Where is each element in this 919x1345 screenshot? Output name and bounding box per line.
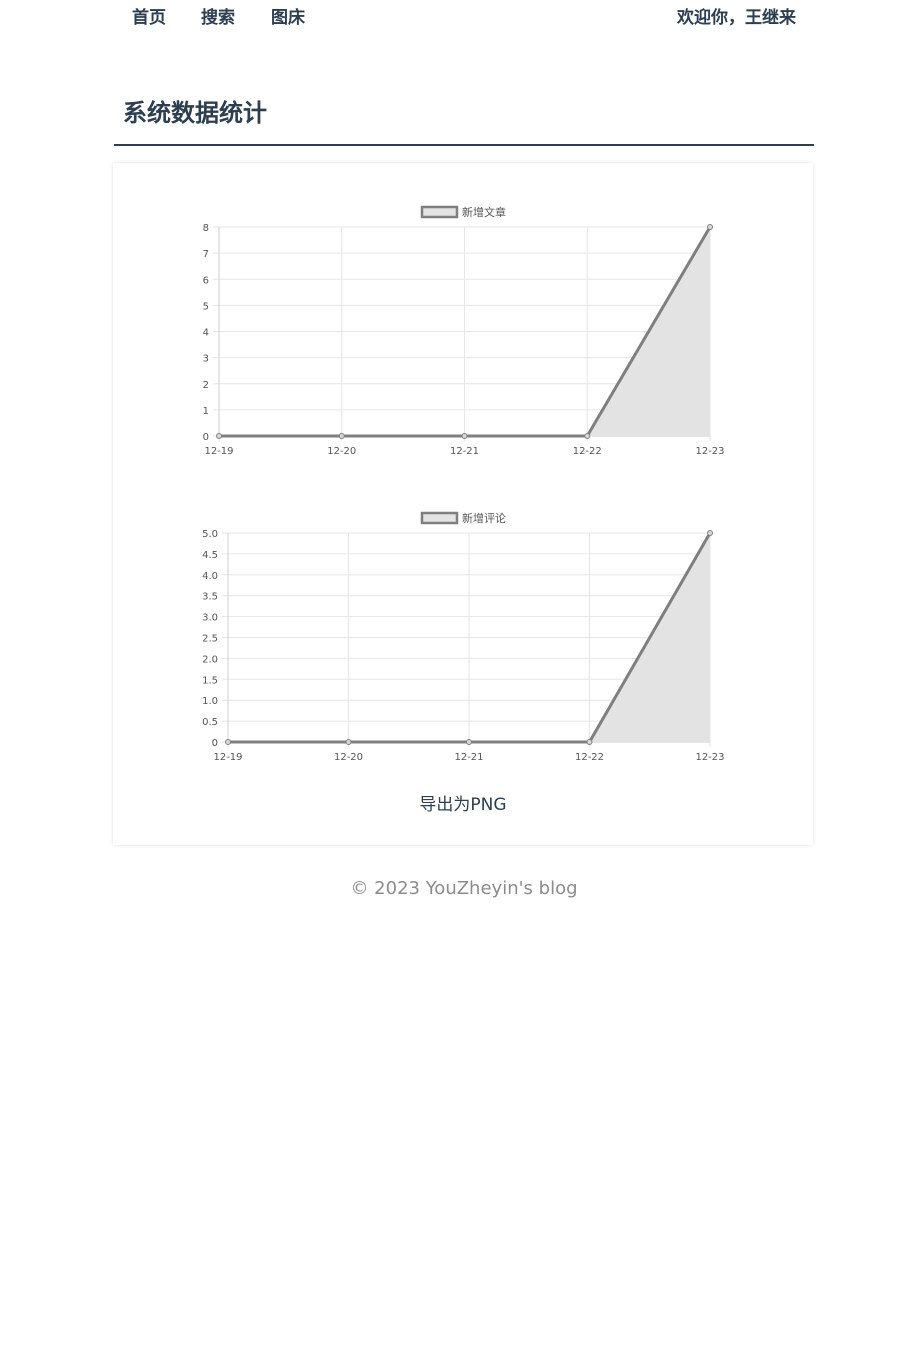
data-point <box>338 433 345 439</box>
data-point <box>345 739 352 745</box>
y-tick-label: 3 <box>203 354 209 365</box>
data-point <box>216 433 222 439</box>
x-tick-label: 12-19 <box>213 752 242 763</box>
y-tick-label: 2 <box>203 380 209 391</box>
y-tick-label: 6 <box>203 275 209 286</box>
y-tick-label: 0 <box>203 432 209 443</box>
legend-swatch <box>420 205 459 219</box>
page-title: 系统数据统计 <box>123 99 267 127</box>
x-tick-label: 12-19 <box>204 446 233 457</box>
y-tick-label: 5 <box>203 301 209 312</box>
legend-label: 新增评论 <box>462 511 506 525</box>
data-point <box>586 739 593 745</box>
x-tick-label: 12-20 <box>327 446 356 457</box>
x-tick-label: 12-22 <box>573 446 602 457</box>
x-tick-label: 12-21 <box>450 446 479 457</box>
y-tick-label: 0 <box>212 738 218 749</box>
data-point <box>707 224 713 230</box>
x-tick-label: 12-23 <box>695 752 724 763</box>
articles-chart: 新增文章 0 1 2 3 4 5 6 7 8 12-19 12-20 12-21 12-22 12-23 <box>203 205 725 457</box>
y-tick-label: 1.0 <box>202 696 218 707</box>
y-tick-label: 2.5 <box>202 634 218 645</box>
y-tick-label: 4.0 <box>202 571 218 582</box>
welcome-user[interactable]: 欢迎你，王继来 <box>677 8 796 28</box>
data-point <box>707 530 713 536</box>
series-area <box>228 533 710 742</box>
x-tick-label: 12-21 <box>454 752 483 763</box>
stats-panel: 新增文章 0 1 2 3 4 5 6 7 8 12-19 12-20 12-21 12-22 12-23 新… <box>113 163 813 845</box>
data-point <box>584 433 591 439</box>
comments-chart: 新增评论 0 0.5 1.0 1.5 2.0 2.5 3.0 3.5 4.0 4.5 5.0 12-19… <box>202 511 724 763</box>
title-divider <box>114 144 814 146</box>
y-tick-label: 3.5 <box>202 592 218 603</box>
footer-copyright: © 2023 YouZheyin's blog <box>350 878 578 899</box>
y-tick-label: 4.5 <box>202 550 218 561</box>
y-tick-label: 5.0 <box>202 529 218 540</box>
series-area <box>219 227 710 436</box>
y-tick-label: 4 <box>203 328 209 339</box>
data-point <box>225 739 231 745</box>
data-point <box>461 433 468 439</box>
legend-swatch <box>420 511 459 525</box>
x-tick-label: 12-20 <box>334 752 363 763</box>
nav-home-link[interactable]: 首页 <box>132 8 166 28</box>
y-tick-label: 8 <box>203 223 209 234</box>
export-png-button[interactable]: 导出为PNG <box>113 793 813 817</box>
nav-image-host-link[interactable]: 图床 <box>271 8 305 28</box>
data-point <box>466 739 472 745</box>
y-tick-label: 1 <box>203 406 209 417</box>
y-tick-label: 3.0 <box>202 613 218 624</box>
y-tick-label: 2.0 <box>202 654 218 665</box>
x-tick-label: 12-22 <box>575 752 604 763</box>
y-tick-label: 7 <box>203 249 209 260</box>
nav-search-link[interactable]: 搜索 <box>201 8 235 28</box>
y-tick-label: 0.5 <box>202 717 218 728</box>
y-tick-label: 1.5 <box>202 675 218 686</box>
legend-label: 新增文章 <box>462 205 506 219</box>
x-tick-label: 12-23 <box>695 446 724 457</box>
